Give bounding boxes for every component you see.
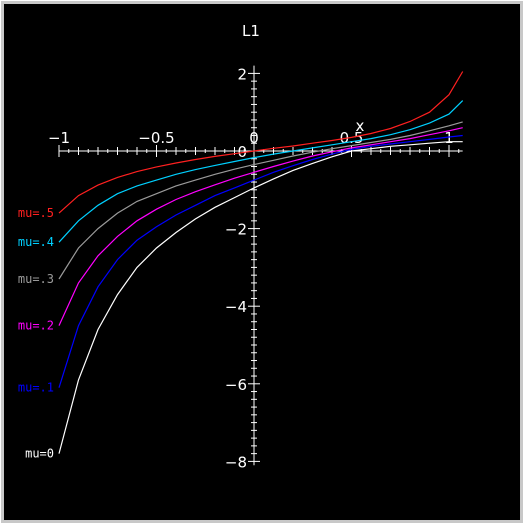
curve-label: mu=.4 bbox=[18, 235, 54, 249]
x-tick-label: 1 bbox=[444, 129, 454, 147]
curve-label: mu=.1 bbox=[18, 381, 54, 395]
x-tick-label: −0.5 bbox=[138, 129, 174, 147]
curve-label: mu=.2 bbox=[18, 319, 54, 333]
x-tick-label: −1 bbox=[48, 129, 70, 147]
x-tick-label: 0 bbox=[249, 129, 259, 147]
chart-svg: L1 x −1 −0.5 0 0.5 1−8−6−4−202 mu=0mu=.1mu=.… bbox=[18, 22, 464, 471]
series-line-mu4 bbox=[58, 100, 464, 243]
axes: −1 −0.5 0 0.5 1−8−6−4−202 bbox=[48, 65, 463, 471]
plot-area: L1 x −1 −0.5 0 0.5 1 −8 −6 −4 −2 0 2 mu=0 mu=.1 mu=.… bbox=[4, 4, 520, 520]
curve-label: mu=0 bbox=[25, 447, 54, 461]
series-line-mu3 bbox=[58, 121, 463, 280]
curves bbox=[58, 71, 464, 454]
curve-labels: mu=0 mu=.1 mu=.2 mu=.3 mu=.4 mu=.5 bbox=[18, 206, 54, 461]
curve-label: mu=.3 bbox=[18, 272, 54, 286]
y-tick-label: −4 bbox=[225, 298, 247, 316]
series-line-mu2 bbox=[58, 127, 463, 326]
y-tick-label: 0 bbox=[237, 143, 247, 161]
y-tick-label: −2 bbox=[225, 221, 247, 239]
chart-title: L1 bbox=[242, 22, 260, 40]
x-axis-label: x bbox=[356, 117, 365, 135]
series-line-mu1 bbox=[58, 134, 463, 388]
series-line-mu5 bbox=[58, 71, 464, 214]
curve-label: mu=.5 bbox=[18, 206, 54, 220]
y-tick-label: −8 bbox=[225, 453, 247, 471]
y-tick-label: 2 bbox=[237, 65, 247, 83]
series-line-mu0 bbox=[58, 141, 463, 454]
y-tick-label: −6 bbox=[225, 376, 247, 394]
